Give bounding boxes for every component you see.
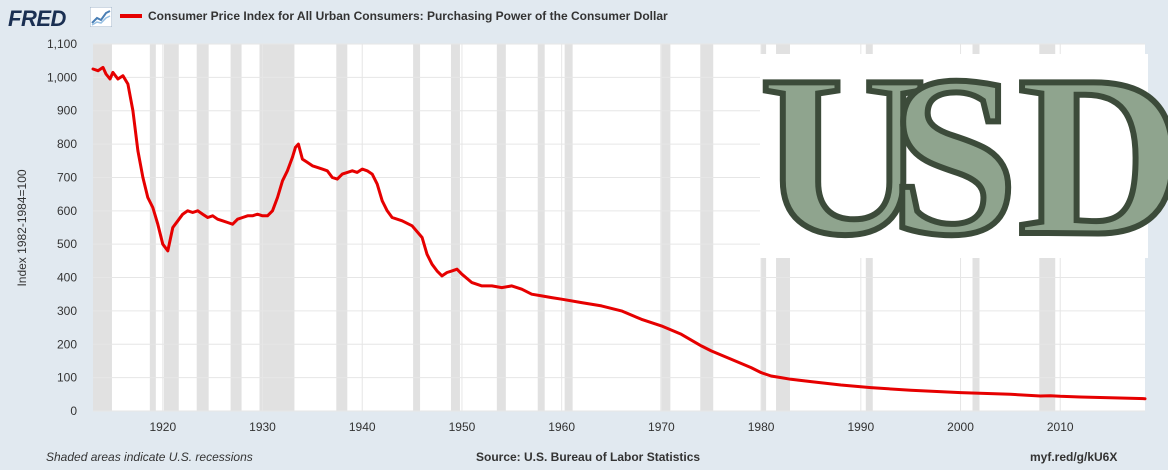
x-tick-label: 1970	[648, 420, 675, 434]
usd-letter-u: U	[757, 28, 929, 283]
recession-band	[149, 44, 156, 411]
y-tick-label: 800	[57, 137, 77, 151]
y-tick-label: 900	[57, 104, 77, 118]
recession-band	[564, 44, 573, 411]
legend-label: Consumer Price Index for All Urban Consu…	[148, 9, 668, 23]
source-note: Source: U.S. Bureau of Labor Statistics	[476, 450, 701, 464]
x-tick-label: 1960	[548, 420, 575, 434]
y-tick-label: 700	[57, 170, 77, 184]
short-link[interactable]: myf.red/g/kU6X	[1030, 450, 1118, 464]
series-lines	[91, 65, 1147, 401]
x-tick-label: 1990	[847, 420, 874, 434]
recession-band	[196, 44, 209, 411]
y-axis-label: Index 1982-1984=100	[15, 169, 29, 286]
fred-logo[interactable]: FRED	[8, 6, 66, 31]
recession-band	[496, 44, 506, 411]
recession-band	[700, 44, 714, 411]
x-tick-label: 1950	[449, 420, 476, 434]
y-axis-ticks: 0 100 200 300 400 500 600 700 800 900 1,000 1,100	[47, 37, 77, 418]
recession-note: Shaded areas indicate U.S. recessions	[46, 450, 253, 464]
legend[interactable]: Consumer Price Index for All Urban Consu…	[120, 9, 668, 23]
recession-band	[336, 44, 348, 411]
x-axis-ticks: 1920 1930 1940 1950 1960 1970 1980 1990 2000 2010	[149, 420, 1073, 434]
x-tick-label: 1940	[349, 420, 376, 434]
y-tick-label: 100	[57, 371, 77, 385]
usd-dollar-image: U S D	[757, 28, 1168, 283]
chart-header: FRED Consumer Price Index for All Urban …	[0, 0, 1168, 36]
legend-swatch	[120, 14, 142, 18]
series-line	[91, 65, 1147, 401]
recession-band	[230, 44, 242, 411]
y-tick-label: 500	[57, 237, 77, 251]
graph-icon	[90, 7, 112, 27]
y-tick-label: 400	[57, 271, 77, 285]
recession-band	[93, 44, 112, 411]
x-tick-label: 1930	[249, 420, 276, 434]
recession-band	[413, 44, 421, 411]
y-tick-label: 200	[57, 337, 77, 351]
x-tick-label: 1920	[149, 420, 176, 434]
recession-band	[537, 44, 545, 411]
usd-letter-d: D	[1015, 28, 1168, 283]
y-tick-label: 300	[57, 304, 77, 318]
x-tick-label: 2000	[947, 420, 974, 434]
y-tick-label: 1,000	[47, 70, 77, 84]
x-tick-label: 1980	[748, 420, 775, 434]
recession-band	[259, 44, 295, 411]
recession-band	[660, 44, 671, 411]
y-tick-label: 0	[70, 404, 77, 418]
y-tick-label: 600	[57, 204, 77, 218]
recession-band	[450, 44, 460, 411]
y-tick-label: 1,100	[47, 37, 77, 51]
x-tick-label: 2010	[1047, 420, 1074, 434]
usd-letter-s: S	[887, 28, 1021, 283]
